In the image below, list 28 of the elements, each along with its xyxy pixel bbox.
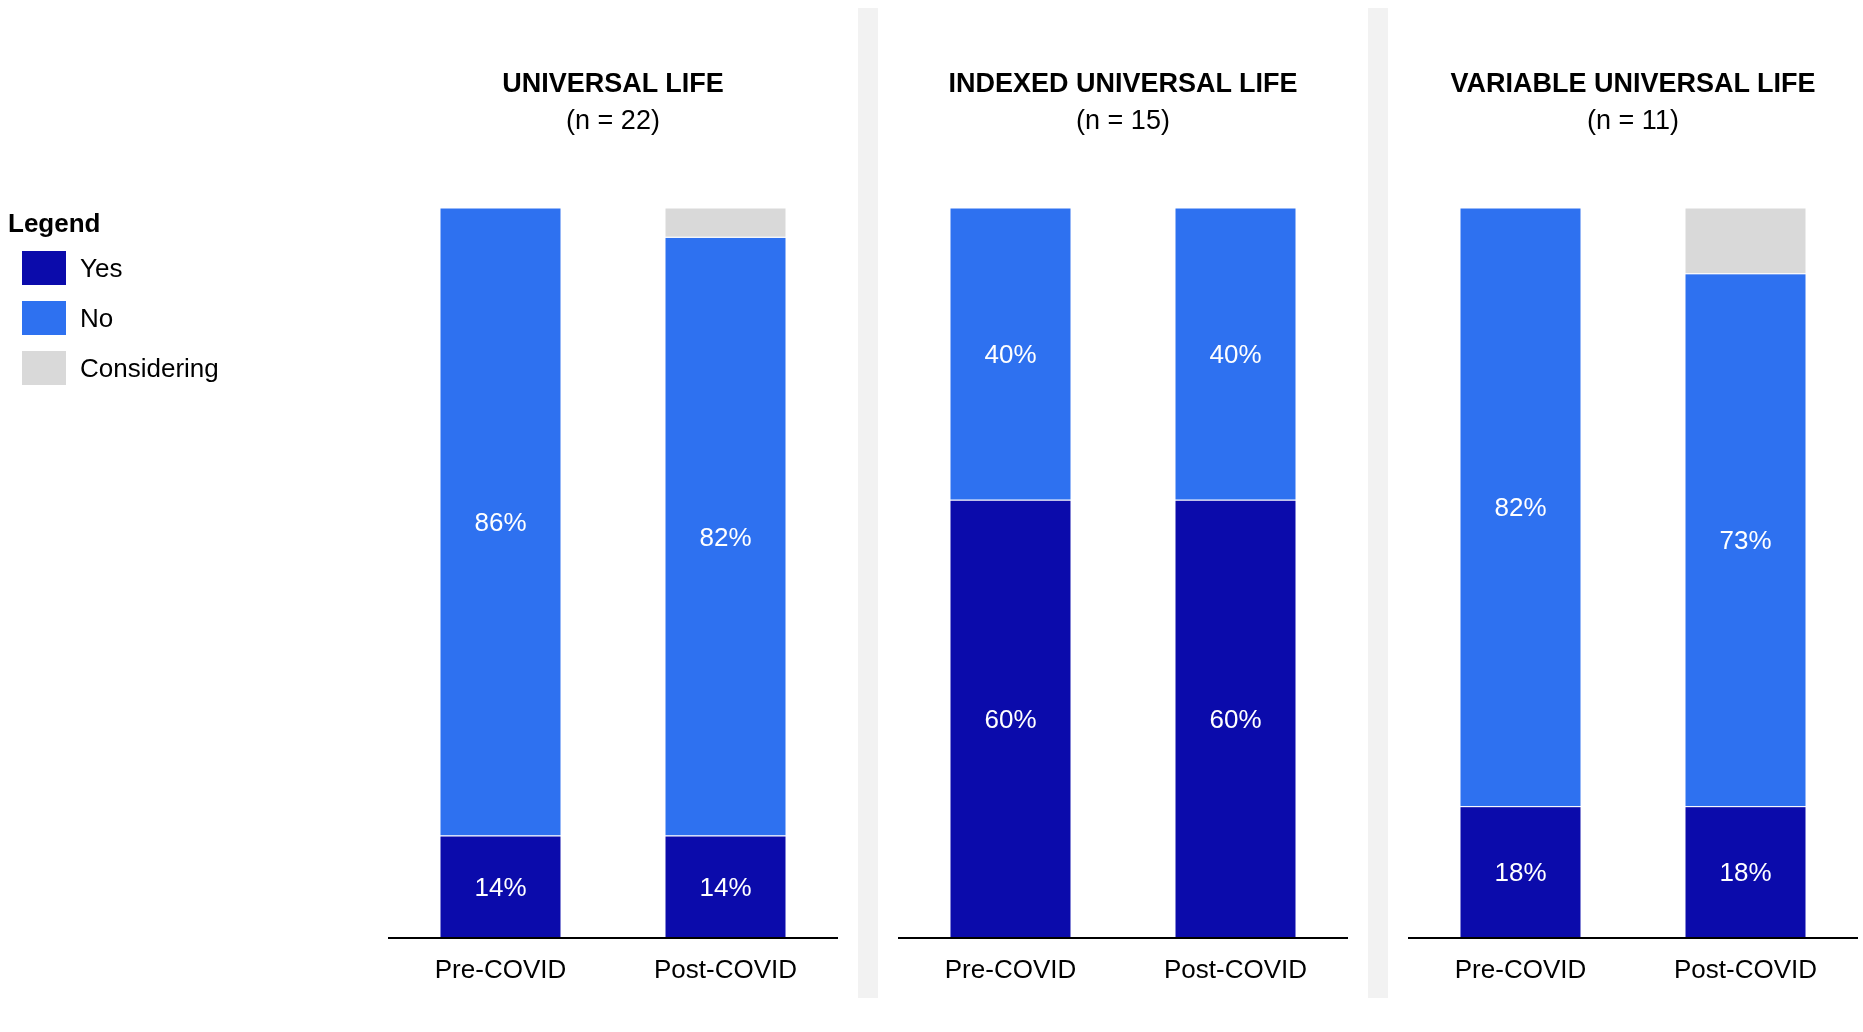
x-tick-label: Post-COVID [1673, 954, 1818, 985]
data-label: 86% [474, 506, 527, 537]
legend-label: Yes [80, 252, 123, 284]
legend-label: No [80, 302, 114, 334]
data-label: 82% [699, 521, 752, 552]
chart-title: INDEXED UNIVERSAL LIFE [947, 68, 1299, 99]
data-label: 18% [1494, 857, 1547, 888]
chart-title: UNIVERSAL LIFE [501, 68, 725, 99]
data-label: 14% [474, 871, 527, 902]
x-tick-label: Post-COVID [1163, 954, 1308, 985]
data-label: 14% [699, 871, 752, 902]
chart-subtitle: (n = 15) [1075, 105, 1171, 136]
data-label: 18% [1719, 857, 1772, 888]
data-label: 60% [1209, 704, 1262, 734]
x-tick-label: Post-COVID [653, 954, 798, 985]
data-label: 82% [1494, 492, 1547, 523]
data-label: 60% [984, 704, 1037, 734]
data-label: 40% [984, 339, 1037, 369]
x-tick-label: Pre-COVID [944, 954, 1077, 985]
legend-title: Legend [8, 208, 102, 239]
chart-subtitle: (n = 22) [565, 105, 661, 136]
chart-subtitle: (n = 11) [1586, 105, 1680, 136]
legend-label: Considering [80, 352, 219, 384]
data-label: 40% [1209, 339, 1262, 369]
chart-title: VARIABLE UNIVERSAL LIFE [1449, 68, 1817, 99]
x-tick-label: Pre-COVID [434, 954, 567, 985]
x-tick-label: Pre-COVID [1454, 954, 1587, 985]
data-label: 73% [1719, 525, 1772, 556]
